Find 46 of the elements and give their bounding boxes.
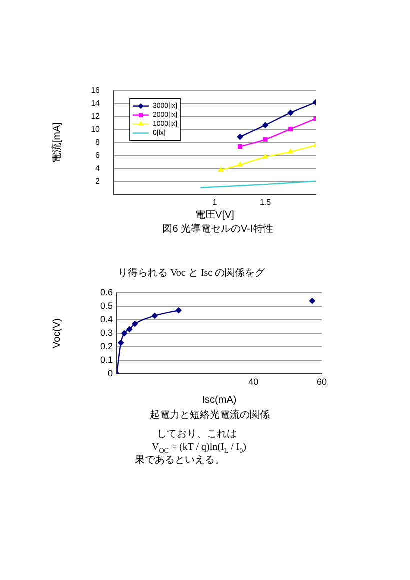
y-axis-title: 電流[mA] [50, 122, 63, 164]
x-tick-label: 60 [316, 376, 328, 387]
point [238, 144, 243, 150]
y-tick-label: 12 [91, 112, 101, 122]
point [288, 149, 294, 154]
point [132, 321, 138, 328]
y-tick-label: 0 [108, 368, 113, 378]
text: 果であるといえる。 [135, 455, 225, 467]
y-tick-label: 0.4 [100, 314, 113, 324]
x-axis-title: Isc(mA) [202, 394, 237, 406]
text: V$_{OC}$ ≈ (kT / q)ln(I$_{L}$ / I$_{0}$) [152, 442, 246, 455]
point [309, 298, 316, 304]
point [237, 134, 244, 140]
text: しており、これは [157, 429, 237, 441]
y-tick-label: 10 [91, 125, 101, 134]
text: 図6 光導電セルのV-I特性 [162, 224, 274, 236]
y-tick-label: 0.3 [100, 328, 113, 338]
y-tick-label: 4 [96, 164, 101, 174]
y-tick-label: 16 [91, 86, 101, 96]
y-tick-label: 2 [96, 177, 101, 186]
y-tick-label: 0.5 [100, 300, 113, 311]
text: 起電力と短絡光電流の関係 [150, 410, 270, 422]
point [122, 330, 128, 336]
y-tick-label: 0.6 [100, 287, 113, 298]
text: り得られる Voc と Isc の関係をグ [118, 268, 266, 280]
x-tick-label: 1.5 [260, 198, 272, 208]
point [263, 137, 268, 142]
y-tick-label: 0.2 [100, 341, 113, 352]
y-tick-label: 6 [96, 151, 101, 160]
y-axis-title: Voc(V) [52, 318, 63, 349]
point [238, 162, 243, 167]
y-tick-label: 0.1 [100, 354, 113, 365]
y-tick-label: 8 [96, 138, 101, 148]
point [262, 122, 268, 128]
x-tick-label: 40 [248, 376, 259, 387]
point [218, 167, 224, 172]
point [288, 110, 294, 116]
point [176, 308, 182, 314]
y-tick-label: 14 [91, 99, 101, 108]
x-tick-label: 1 [212, 198, 218, 208]
point [118, 340, 124, 346]
point [262, 154, 268, 159]
point [288, 126, 294, 132]
x-axis-title: 電圧V[V] [196, 210, 235, 221]
point [152, 312, 158, 319]
point [126, 326, 133, 332]
